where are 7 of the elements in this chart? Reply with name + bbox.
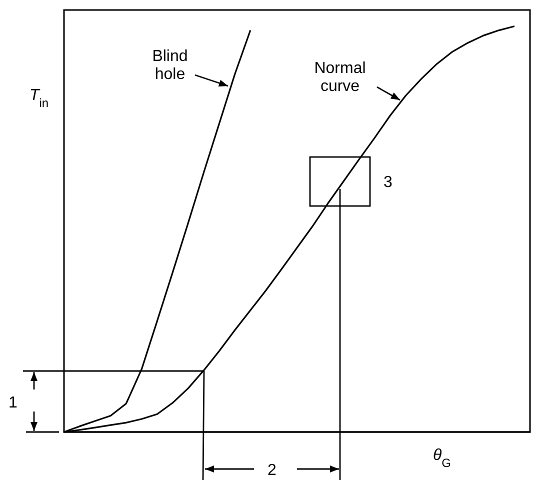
x-axis-title: θ$_{G}$	[432, 447, 452, 470]
y-axis-title: T$_{in}$	[29, 87, 49, 110]
text: 2	[268, 462, 277, 479]
annotation: 3	[384, 174, 393, 191]
text: 1	[8, 394, 18, 412]
annotation: Normal curve	[314, 60, 366, 95]
annotation: Blind hole	[152, 48, 188, 83]
